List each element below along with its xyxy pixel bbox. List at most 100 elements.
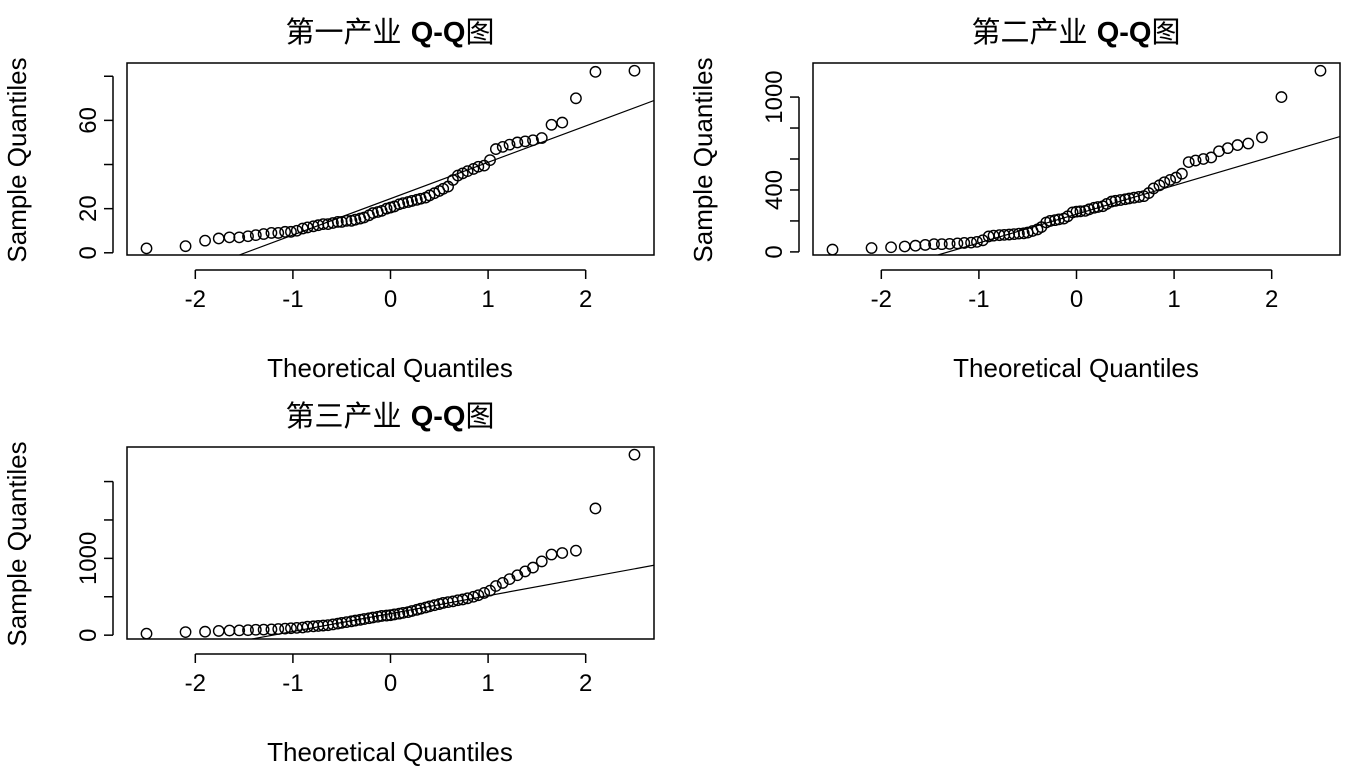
- data-point: [388, 608, 401, 621]
- data-point: [496, 140, 509, 153]
- panel-secondary-industry: 第二产业 Q-Q图 Theoretical Quantiles Sample Q…: [688, 15, 1341, 383]
- data-point: [279, 622, 291, 635]
- plot-frame: [126, 62, 655, 256]
- data-point: [179, 626, 192, 638]
- x-tick-label: 0: [384, 286, 397, 313]
- data-point: [1182, 156, 1195, 168]
- data-point: [140, 627, 153, 640]
- data-point: [971, 235, 983, 248]
- data-point: [461, 165, 474, 178]
- x-tick-label: -2: [185, 670, 206, 697]
- x-tick-label: 1: [481, 286, 494, 313]
- data-point: [1197, 153, 1210, 165]
- chart-title: 第一产业 Q-Q图: [285, 15, 494, 49]
- data-point: [301, 221, 314, 234]
- data-point: [285, 622, 297, 635]
- data-point: [249, 229, 262, 242]
- plot-frame: [812, 62, 1341, 256]
- chart-title: 第二产业 Q-Q图: [971, 15, 1180, 49]
- data-point: [367, 207, 379, 219]
- data-point: [1189, 154, 1202, 167]
- data-point: [327, 618, 339, 631]
- data-point: [371, 610, 384, 623]
- data-point: [472, 589, 485, 602]
- data-point: [1105, 195, 1118, 208]
- data-point: [489, 580, 502, 592]
- data-point: [290, 224, 303, 237]
- data-point: [935, 238, 948, 251]
- data-point: [1205, 151, 1218, 164]
- data-point: [406, 605, 418, 617]
- data-point: [223, 231, 236, 244]
- data-point: [212, 625, 225, 637]
- y-tick-label: 1000: [761, 70, 788, 123]
- data-point: [1164, 174, 1177, 186]
- data-point: [1088, 201, 1100, 214]
- y-tick-label: 20: [75, 195, 102, 222]
- data-point: [1119, 193, 1132, 206]
- data-point: [358, 613, 371, 625]
- data-point: [885, 241, 897, 254]
- data-point: [428, 599, 441, 612]
- data-point: [375, 610, 388, 622]
- data-point: [826, 243, 839, 256]
- data-point: [331, 617, 344, 630]
- data-point: [478, 587, 491, 599]
- data-point: [1074, 205, 1087, 218]
- data-point: [397, 197, 410, 210]
- data-point: [1221, 142, 1234, 155]
- data-point: [212, 232, 225, 245]
- data-point: [570, 92, 582, 105]
- data-point: [535, 555, 548, 568]
- data-point: [233, 624, 246, 637]
- data-point: [556, 547, 569, 559]
- data-point: [179, 240, 192, 253]
- data-point: [511, 136, 524, 149]
- data-point: [951, 237, 964, 250]
- data-point: [909, 239, 922, 252]
- data-point: [1013, 227, 1025, 240]
- x-tick-label: -2: [871, 286, 892, 313]
- data-point: [331, 215, 344, 228]
- data-point: [865, 242, 878, 254]
- data-point: [354, 613, 367, 626]
- data-point: [223, 624, 236, 637]
- data-point: [367, 611, 379, 624]
- data-point: [279, 225, 291, 238]
- x-tick-label: -1: [282, 670, 303, 697]
- data-point: [1275, 91, 1288, 103]
- x-tick-label: 0: [1070, 286, 1083, 313]
- data-point: [1066, 206, 1079, 219]
- data-point: [265, 227, 278, 239]
- y-tick-label: 0: [75, 246, 102, 259]
- x-tick-label: -1: [968, 286, 989, 313]
- data-point: [140, 242, 153, 255]
- data-point: [242, 230, 254, 243]
- y-axis-label: Sample Quantiles: [688, 57, 718, 262]
- panel-tertiary-industry: 第三产业 Q-Q图 Theoretical Quantiles Sample Q…: [2, 399, 655, 767]
- data-point: [1158, 176, 1171, 189]
- y-axis-label: Sample Quantiles: [2, 441, 32, 646]
- data-point: [414, 602, 427, 615]
- data-point: [393, 607, 406, 620]
- data-point: [363, 612, 375, 625]
- y-tick-label: 400: [761, 170, 788, 210]
- data-point: [1147, 182, 1160, 195]
- data-point: [397, 606, 410, 619]
- data-point: [340, 214, 353, 227]
- plot-frame: [126, 446, 655, 640]
- data-point: [628, 448, 641, 461]
- data-point: [943, 237, 956, 250]
- x-tick-label: -2: [185, 286, 206, 313]
- data-point: [928, 238, 940, 251]
- data-point: [556, 116, 569, 129]
- data-point: [976, 234, 989, 247]
- data-point: [589, 502, 602, 515]
- data-point: [527, 134, 539, 147]
- x-axis-label: Theoretical Quantiles: [267, 737, 513, 767]
- data-point: [1114, 194, 1127, 206]
- data-point: [380, 609, 393, 622]
- data-point: [545, 118, 558, 131]
- data-point: [233, 231, 246, 244]
